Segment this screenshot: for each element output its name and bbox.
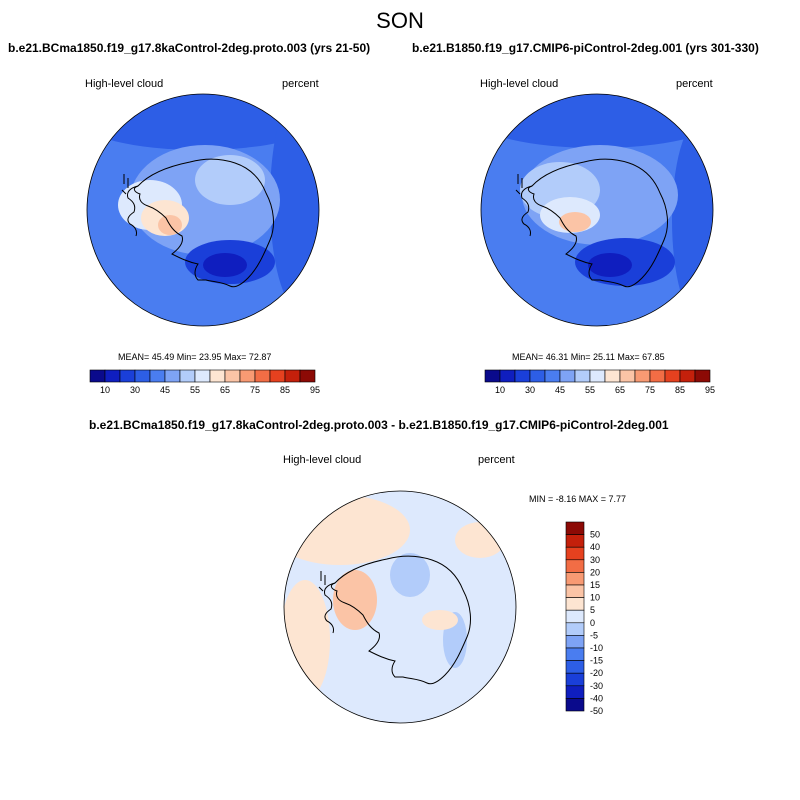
panel2-colorbar-swatch bbox=[529, 369, 546, 383]
panel3-colorbar-tick-label: 10 bbox=[590, 593, 600, 603]
panel3-colorbar-swatch bbox=[565, 647, 585, 661]
panel1-colorbar-tick-label: 10 bbox=[100, 385, 110, 395]
panel3-colorbar-tick-label: -10 bbox=[590, 643, 603, 653]
panel1-colorbar-swatch bbox=[179, 369, 196, 383]
panel3-colorbar-tick-label: -50 bbox=[590, 706, 603, 716]
panel2-colorbar-tick-label: 75 bbox=[645, 385, 655, 395]
panel1-colorbar-swatch bbox=[209, 369, 226, 383]
panel3-colorbar-swatch bbox=[565, 534, 585, 548]
panel1-colorbar-swatch bbox=[164, 369, 181, 383]
panel2-colorbar-tick-label: 95 bbox=[705, 385, 715, 395]
panel2-colorbar-swatch bbox=[559, 369, 576, 383]
panel1-colorbar-swatch bbox=[89, 369, 106, 383]
panel1-colorbar-tick-label: 55 bbox=[190, 385, 200, 395]
panel1-colorbar-tick-label: 85 bbox=[280, 385, 290, 395]
panel1-colorbar-swatch bbox=[254, 369, 271, 383]
panel1-colorbar-swatch bbox=[239, 369, 256, 383]
panel3-colorbar-tick-label: -15 bbox=[590, 656, 603, 666]
panel1-colorbar-swatch bbox=[104, 369, 121, 383]
panel1-title: b.e21.BCma1850.f19_g17.8kaControl-2deg.p… bbox=[8, 41, 371, 55]
panel3-minmax: MIN = -8.16 MAX = 7.77 bbox=[529, 494, 627, 504]
panel3-colorbar-swatch bbox=[565, 660, 585, 674]
panel2-colorbar-swatch bbox=[544, 369, 561, 383]
panel2-colorbar-swatch bbox=[574, 369, 591, 383]
panel2-colorbar-swatch bbox=[499, 369, 516, 383]
panel3-colorbar-swatch bbox=[565, 521, 585, 535]
panel3-colorbar-tick-label: 5 bbox=[590, 605, 595, 615]
panel3-colorbar-swatch bbox=[565, 546, 585, 561]
panel3-colorbar-swatch bbox=[565, 559, 585, 573]
panel3-map bbox=[284, 491, 516, 723]
panel3-colorbar-tick-label: 20 bbox=[590, 567, 600, 577]
panel1-colorbar-tick-label: 95 bbox=[310, 385, 320, 395]
panel3-colorbar-swatch bbox=[565, 698, 585, 712]
panel3-colorbar-tick-label: 40 bbox=[590, 542, 600, 552]
panel3-colorbar-tick-label: -30 bbox=[590, 681, 603, 691]
panel2-colorbar-tick-label: 55 bbox=[585, 385, 595, 395]
panel1-variable-label: High-level cloud bbox=[85, 78, 164, 90]
panel2-colorbar-swatch bbox=[514, 369, 531, 383]
panel3-colorbar-tick-label: 50 bbox=[590, 530, 600, 540]
panel1-colorbar-swatch bbox=[194, 369, 211, 383]
panel2-colorbar-swatch bbox=[484, 369, 501, 383]
panel2-colorbar-swatch bbox=[664, 369, 681, 383]
panel2-colorbar: 10 30 45 55 65 75 85 95 bbox=[484, 369, 715, 395]
panel1-colorbar-swatch bbox=[284, 369, 301, 383]
panel2-colorbar-tick-label: 45 bbox=[555, 385, 565, 395]
panel3-colorbar-tick-label: -5 bbox=[590, 630, 598, 640]
panel1-colorbar-swatch bbox=[149, 369, 166, 383]
panel1-colorbar: 10 30 45 55 65 75 85 95 bbox=[89, 369, 320, 395]
panel2-colorbar-tick-label: 30 bbox=[525, 385, 535, 395]
panel3-colorbar-tick-label: -40 bbox=[590, 693, 603, 703]
panel3-title: b.e21.BCma1850.f19_g17.8kaControl-2deg.p… bbox=[89, 418, 669, 432]
panel3-colorbar-swatch bbox=[565, 635, 585, 649]
panel1-colorbar-swatch bbox=[299, 369, 316, 383]
panel2-colorbar-swatch bbox=[634, 369, 651, 383]
panel3-colorbar-tick-label: -20 bbox=[590, 668, 603, 678]
panel3-colorbar-swatch bbox=[565, 685, 585, 699]
panel3-colorbar-swatch bbox=[565, 584, 585, 598]
panel2-colorbar-swatch bbox=[679, 369, 696, 383]
panel2-colorbar-tick-label: 10 bbox=[495, 385, 505, 395]
panel1-colorbar-swatch bbox=[134, 369, 151, 383]
panel3-colorbar-tick-label: 15 bbox=[590, 580, 600, 590]
panel3-colorbar-tick-label: 30 bbox=[590, 555, 600, 565]
panel3-colorbar-swatch bbox=[565, 672, 585, 687]
panel1-colorbar-tick-label: 65 bbox=[220, 385, 230, 395]
panel2-colorbar-tick-label: 85 bbox=[675, 385, 685, 395]
panel1-colorbar-swatch bbox=[224, 369, 241, 383]
panel2-map bbox=[481, 94, 713, 326]
panel3-colorbar-swatch bbox=[565, 597, 585, 611]
panel2-colorbar-tick-label: 65 bbox=[615, 385, 625, 395]
panel3-colorbar-swatch bbox=[565, 609, 585, 624]
panel1-stats: MEAN= 45.49 Min= 23.95 Max= 72.87 bbox=[118, 352, 272, 362]
panel3-colorbar-tick-label: 0 bbox=[590, 618, 595, 628]
panel2-variable-label: High-level cloud bbox=[480, 78, 559, 90]
figure-title: SON bbox=[376, 8, 424, 33]
panel3-units-label: percent bbox=[478, 454, 515, 466]
panel1-colorbar-tick-label: 45 bbox=[160, 385, 170, 395]
panel2-colorbar-swatch bbox=[604, 369, 621, 383]
panel1-colorbar-swatch bbox=[119, 369, 136, 383]
panel2-colorbar-swatch bbox=[589, 369, 606, 383]
panel2-colorbar-swatch bbox=[649, 369, 666, 383]
panel2-title: b.e21.B1850.f19_g17.CMIP6-piControl-2deg… bbox=[412, 41, 759, 55]
panel1-colorbar-swatch bbox=[269, 369, 286, 383]
panel2-stats: MEAN= 46.31 Min= 25.11 Max= 67.85 bbox=[512, 352, 665, 362]
panel2-colorbar-swatch bbox=[694, 369, 711, 383]
panel1-colorbar-tick-label: 75 bbox=[250, 385, 260, 395]
panel1-colorbar-tick-label: 30 bbox=[130, 385, 140, 395]
panel3-colorbar-swatch bbox=[565, 622, 585, 636]
panel3-colorbar-swatch bbox=[565, 572, 585, 586]
panel3-variable-label: High-level cloud bbox=[283, 454, 362, 466]
panel2-colorbar-swatch bbox=[619, 369, 636, 383]
panel1-units-label: percent bbox=[282, 78, 319, 90]
panel2-units-label: percent bbox=[676, 78, 713, 90]
panel1-map bbox=[87, 94, 319, 326]
